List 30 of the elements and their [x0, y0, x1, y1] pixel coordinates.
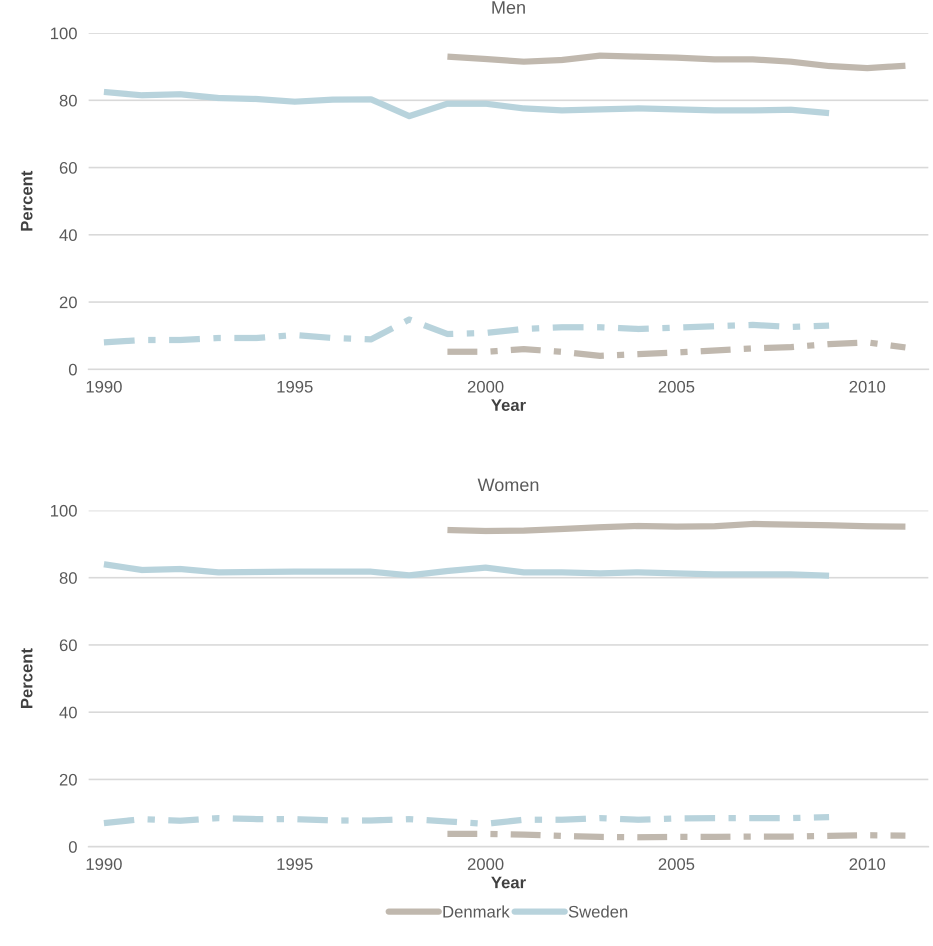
legend-label: Denmark [443, 905, 510, 918]
x-axis-title: Year [491, 399, 526, 411]
y-tick-label: 0 [68, 841, 77, 853]
y-tick-label: 40 [59, 229, 77, 242]
y-tick-label: 20 [60, 774, 77, 786]
y-tick-label: 80 [60, 94, 77, 107]
x-tick-label: 2005 [658, 380, 694, 393]
x-tick-label: 2000 [468, 380, 504, 393]
x-tick-label: 2000 [468, 858, 504, 870]
x-tick-label: 2005 [658, 858, 694, 870]
legend-label: Sweden [568, 905, 628, 918]
x-tick-label: 1990 [86, 380, 122, 393]
y-tick-label: 60 [60, 162, 77, 174]
chart-title: Men [492, 1, 525, 14]
y-tick-label: 40 [59, 706, 77, 718]
x-tick-label: 2010 [850, 858, 886, 870]
y-tick-label: 20 [60, 296, 77, 308]
y-axis-title: Percent [20, 170, 33, 231]
y-tick-label: 80 [60, 572, 77, 584]
y-tick-label: 100 [50, 28, 77, 40]
x-axis-title: Year [491, 876, 526, 888]
x-tick-label: 1995 [277, 858, 313, 870]
y-tick-label: 100 [50, 504, 77, 517]
y-tick-label: 60 [60, 639, 77, 652]
x-tick-label: 1990 [86, 858, 122, 870]
x-tick-label: 1995 [277, 380, 313, 393]
y-tick-label: 0 [68, 364, 77, 376]
x-tick-label: 2010 [850, 380, 886, 393]
chart-title: Women [478, 478, 538, 492]
y-axis-title: Percent [20, 648, 33, 708]
